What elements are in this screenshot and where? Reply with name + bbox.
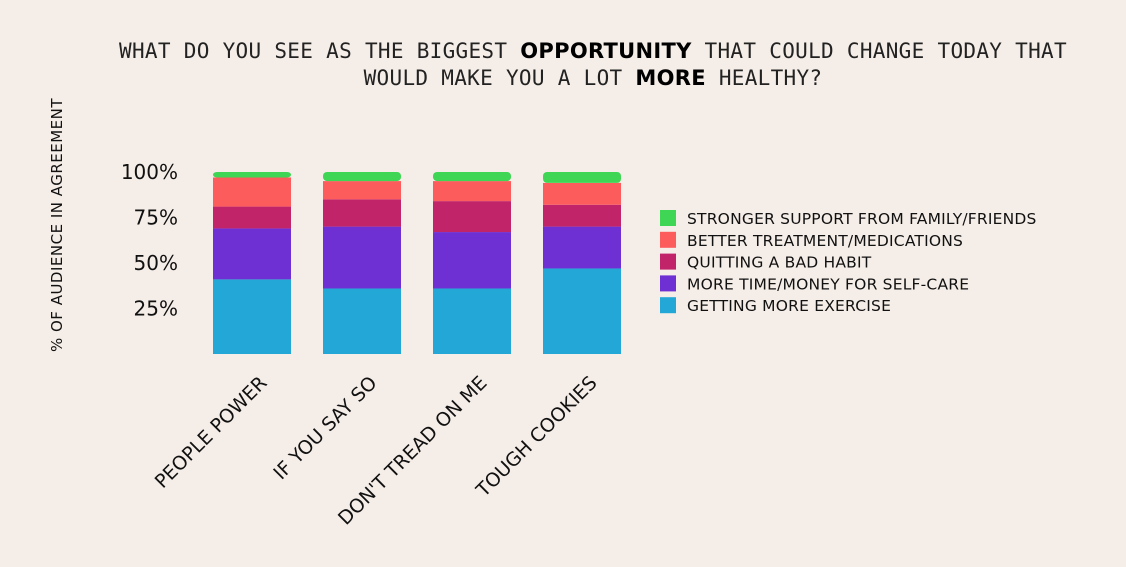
title-text-1: WHAT DO YOU SEE AS THE BIGGEST bbox=[119, 39, 521, 63]
bar-segment-tough-cookies-stronger-support-from-family-friends bbox=[543, 172, 621, 183]
bar-segment-tough-cookies-more-time-money-for-self-care bbox=[543, 226, 621, 269]
bar-segment-don-t-tread-on-me-better-treatment-medications bbox=[433, 181, 511, 202]
bar-segment-don-t-tread-on-me-more-time-money-for-self-care bbox=[433, 232, 511, 289]
bar-segment-don-t-tread-on-me-quitting-a-bad-habit bbox=[433, 201, 511, 233]
bar-segment-people-power-getting-more-exercise bbox=[213, 279, 291, 354]
bar-segment-if-you-say-so-stronger-support-from-family-friends bbox=[323, 172, 401, 182]
chart-title-line-2: WOULD MAKE YOU A LOT MORE HEALTHY? bbox=[60, 65, 1126, 92]
legend-swatch-getting-more-exercise bbox=[660, 297, 676, 314]
title-text-3: WOULD MAKE YOU A LOT bbox=[363, 66, 636, 90]
bar-segment-if-you-say-so-better-treatment-medications bbox=[323, 181, 401, 200]
bar-segment-if-you-say-so-getting-more-exercise bbox=[323, 288, 401, 354]
x-tick-label-tough-cookies: TOUGH COOKIES bbox=[472, 372, 602, 502]
legend-label-better-treatment-medications: BETTER TREATMENT/MEDICATIONS bbox=[687, 232, 963, 250]
title-bold-2: MORE bbox=[635, 66, 706, 90]
bar-segment-tough-cookies-better-treatment-medications bbox=[543, 182, 621, 205]
bar-segment-don-t-tread-on-me-stronger-support-from-family-friends bbox=[433, 172, 511, 182]
legend-label-quitting-a-bad-habit: QUITTING A BAD HABIT bbox=[687, 254, 872, 272]
bar-segment-if-you-say-so-quitting-a-bad-habit bbox=[323, 199, 401, 227]
chart-title-line-1: WHAT DO YOU SEE AS THE BIGGEST OPPORTUNI… bbox=[60, 38, 1126, 65]
legend-swatch-more-time-money-for-self-care bbox=[660, 275, 676, 292]
legend-label-getting-more-exercise: GETTING MORE EXERCISE bbox=[687, 297, 891, 315]
x-tick-label-people-power: PEOPLE POWER bbox=[151, 372, 272, 493]
legend-label-stronger-support-from-family-friends: STRONGER SUPPORT FROM FAMILY/FRIENDS bbox=[687, 210, 1037, 228]
y-tick-label: 25% bbox=[134, 297, 178, 321]
y-axis-label: % OF AUDIENCE IN AGREEMENT bbox=[48, 98, 66, 352]
title-bold-1: OPPORTUNITY bbox=[520, 39, 692, 63]
legend-swatch-stronger-support-from-family-friends bbox=[660, 210, 676, 226]
legend-swatch-quitting-a-bad-habit bbox=[660, 253, 676, 270]
y-tick-label: 50% bbox=[134, 251, 178, 275]
legend-label-more-time-money-for-self-care: MORE TIME/MONEY FOR SELF-CARE bbox=[687, 275, 969, 293]
y-tick-label: 100% bbox=[121, 160, 178, 184]
bar-segment-people-power-quitting-a-bad-habit bbox=[213, 206, 291, 229]
title-text-4: HEALTHY? bbox=[705, 66, 823, 90]
bar-segment-people-power-better-treatment-medications bbox=[213, 177, 291, 207]
bar-segment-people-power-more-time-money-for-self-care bbox=[213, 228, 291, 280]
y-tick-label: 75% bbox=[134, 206, 178, 230]
bar-segment-tough-cookies-getting-more-exercise bbox=[543, 268, 621, 354]
bar-segment-don-t-tread-on-me-getting-more-exercise bbox=[433, 288, 511, 354]
title-text-2: THAT COULD CHANGE TODAY THAT bbox=[691, 39, 1067, 63]
legend-swatch-better-treatment-medications bbox=[660, 231, 676, 248]
x-tick-label-if-you-say-so: IF YOU SAY SO bbox=[269, 372, 381, 484]
bar-segment-tough-cookies-quitting-a-bad-habit bbox=[543, 204, 621, 227]
bar-segment-if-you-say-so-more-time-money-for-self-care bbox=[323, 226, 401, 289]
bar-segment-people-power-stronger-support-from-family-friends bbox=[213, 172, 291, 178]
chart-title: WHAT DO YOU SEE AS THE BIGGEST OPPORTUNI… bbox=[60, 38, 1126, 92]
